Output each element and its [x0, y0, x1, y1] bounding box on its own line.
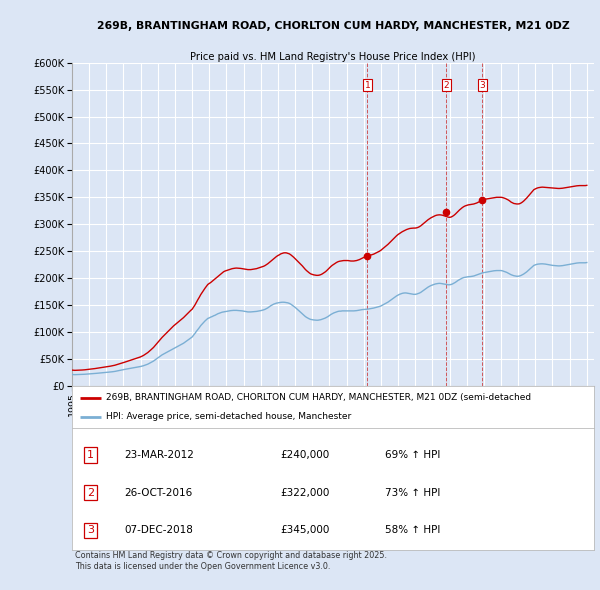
- Text: 1: 1: [365, 80, 370, 90]
- Text: 23-MAR-2012: 23-MAR-2012: [124, 450, 194, 460]
- Text: £345,000: £345,000: [281, 526, 330, 535]
- Text: Contains HM Land Registry data © Crown copyright and database right 2025.
This d: Contains HM Land Registry data © Crown c…: [74, 551, 386, 571]
- Text: 69% ↑ HPI: 69% ↑ HPI: [385, 450, 440, 460]
- Text: 58% ↑ HPI: 58% ↑ HPI: [385, 526, 440, 535]
- Text: Price paid vs. HM Land Registry's House Price Index (HPI): Price paid vs. HM Land Registry's House …: [190, 51, 476, 61]
- Text: 26-OCT-2016: 26-OCT-2016: [124, 488, 193, 497]
- Text: 2: 2: [443, 80, 449, 90]
- Text: 3: 3: [479, 80, 485, 90]
- Text: 269B, BRANTINGHAM ROAD, CHORLTON CUM HARDY, MANCHESTER, M21 0DZ: 269B, BRANTINGHAM ROAD, CHORLTON CUM HAR…: [97, 21, 569, 31]
- Text: 1: 1: [87, 450, 94, 460]
- Text: £322,000: £322,000: [281, 488, 330, 497]
- Text: 07-DEC-2018: 07-DEC-2018: [124, 526, 193, 535]
- Text: 73% ↑ HPI: 73% ↑ HPI: [385, 488, 440, 497]
- Text: 2: 2: [87, 488, 94, 497]
- Text: 269B, BRANTINGHAM ROAD, CHORLTON CUM HARDY, MANCHESTER, M21 0DZ (semi-detached: 269B, BRANTINGHAM ROAD, CHORLTON CUM HAR…: [106, 393, 531, 402]
- Text: £240,000: £240,000: [281, 450, 330, 460]
- Text: HPI: Average price, semi-detached house, Manchester: HPI: Average price, semi-detached house,…: [106, 412, 351, 421]
- Text: 3: 3: [87, 526, 94, 535]
